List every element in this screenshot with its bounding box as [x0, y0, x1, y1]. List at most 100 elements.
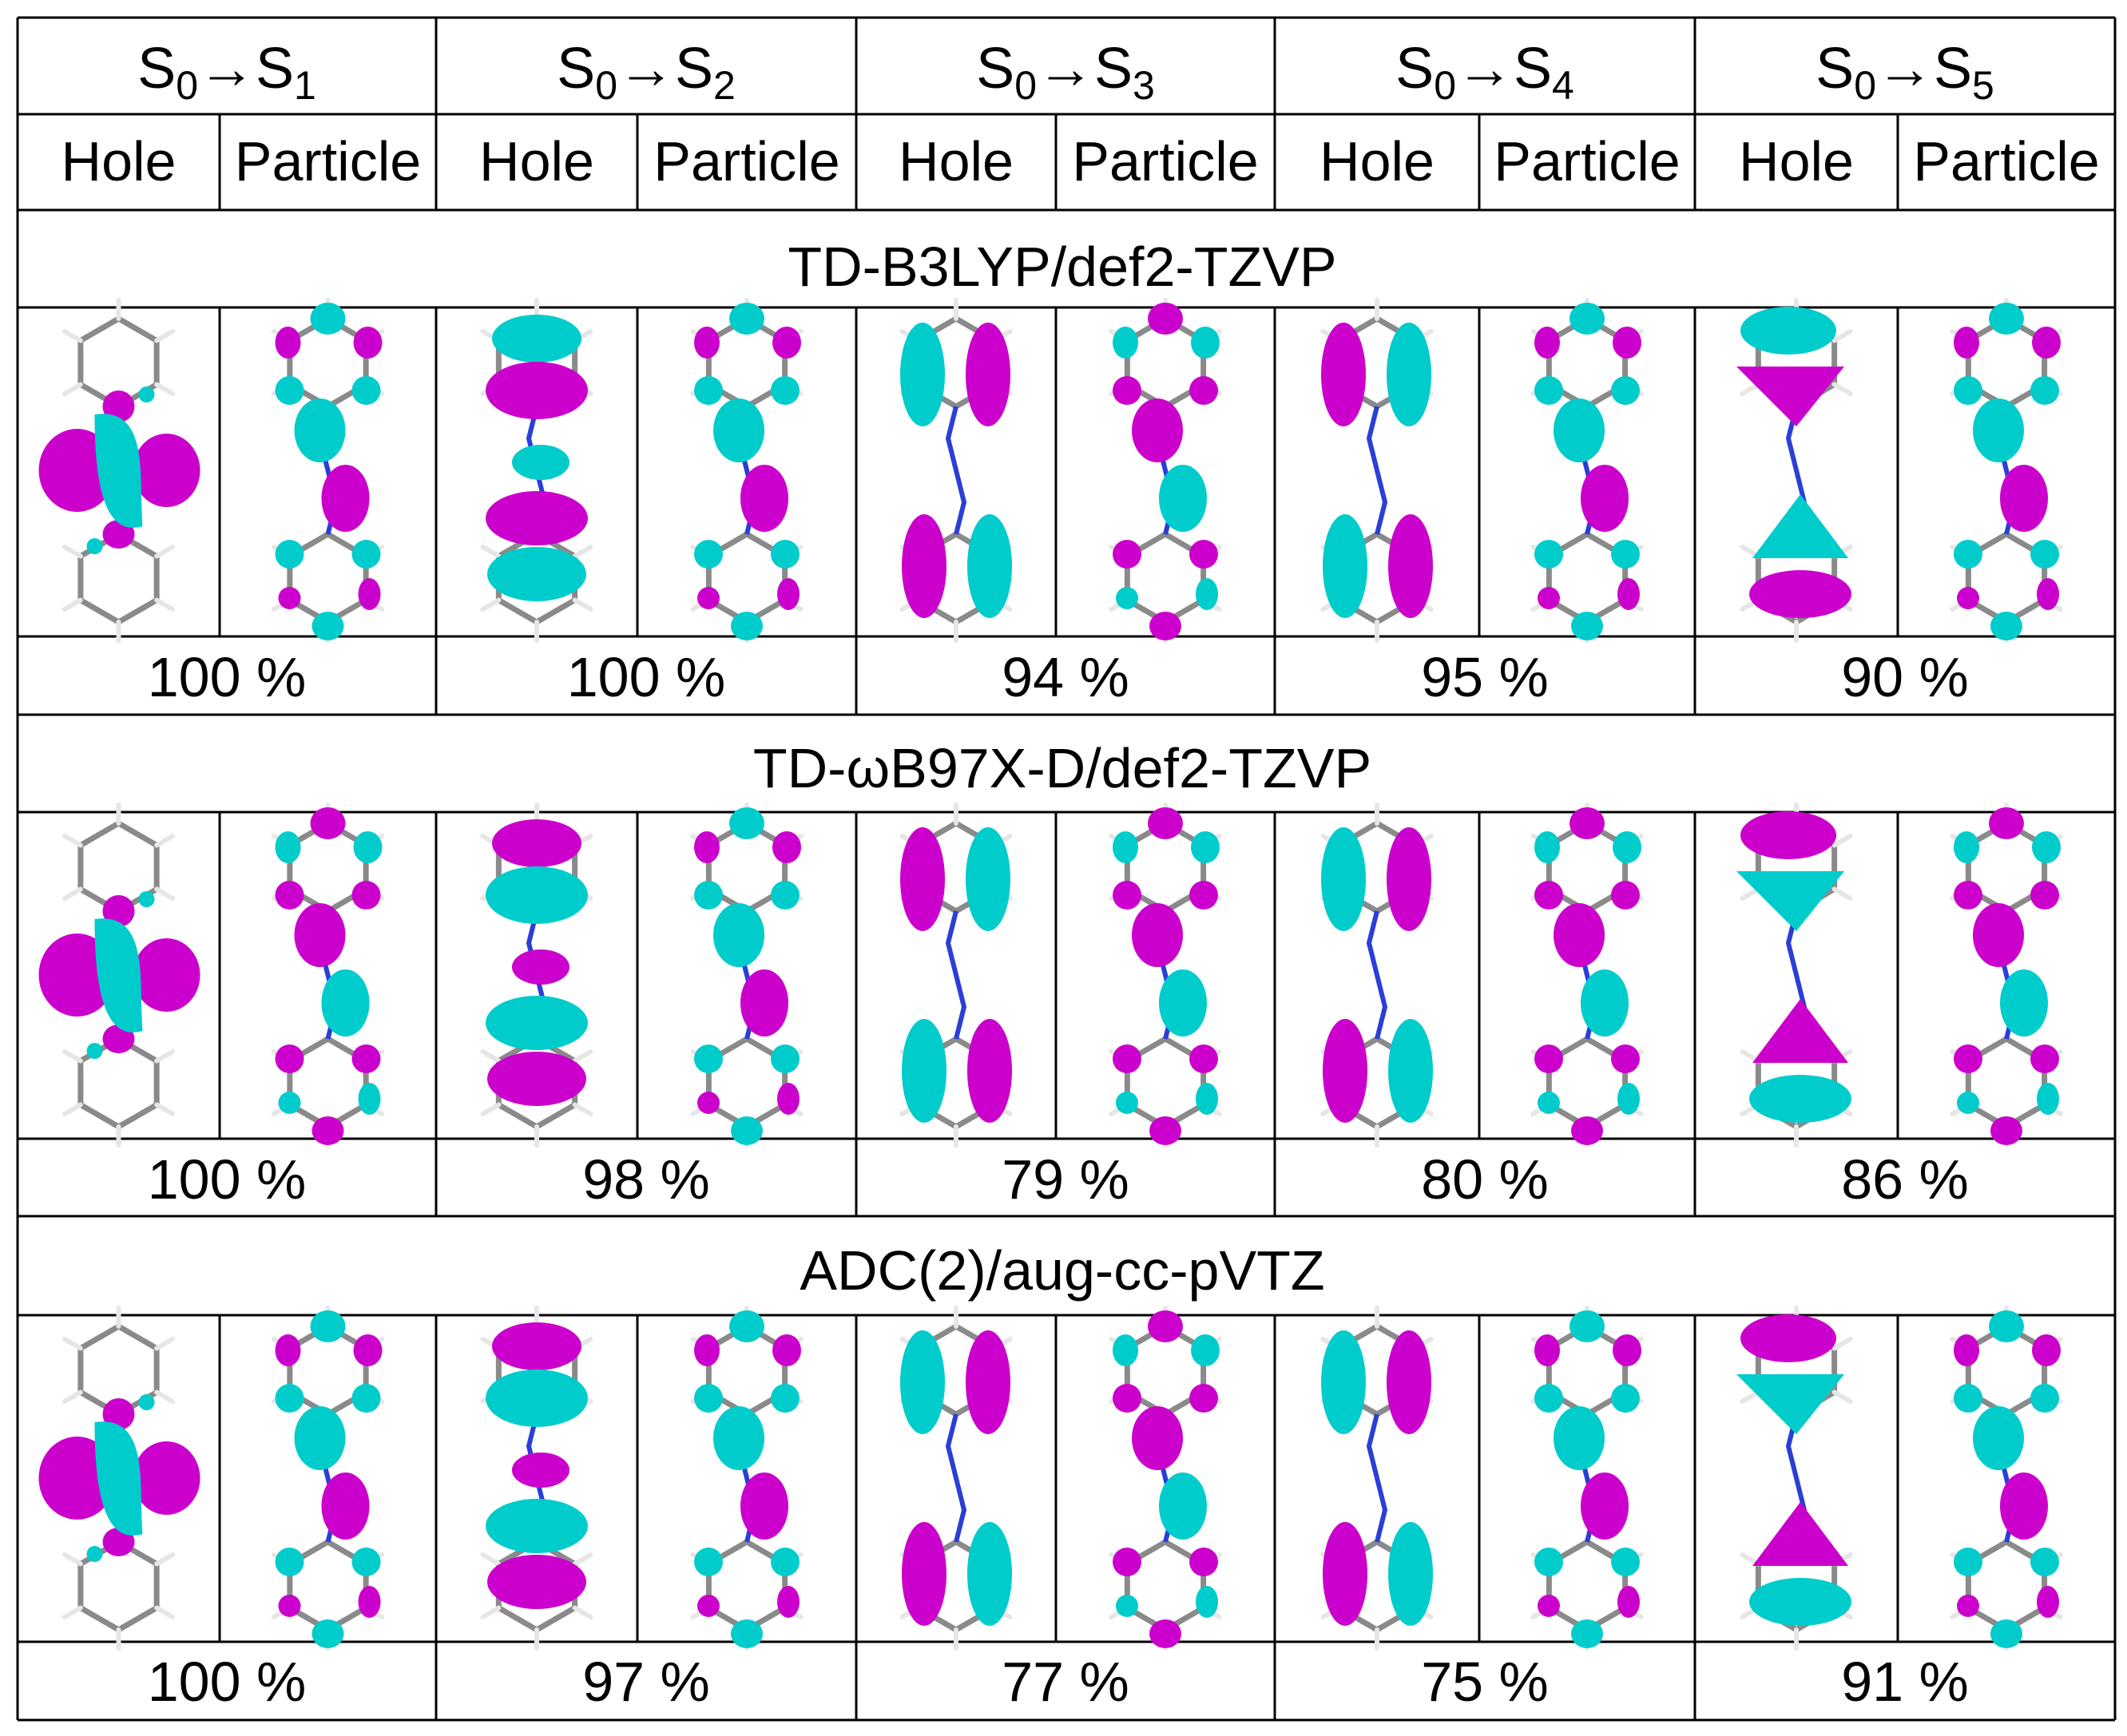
- lobe: [1989, 303, 2024, 335]
- cc-bond: [116, 597, 160, 625]
- lobe: [86, 538, 103, 554]
- lobe: [1148, 1310, 1183, 1342]
- lobe: [512, 949, 569, 985]
- hole-orbital-3-2: [480, 1305, 593, 1651]
- lobe: [1323, 514, 1367, 618]
- ch-bond: [1831, 328, 1853, 343]
- lobe: [492, 819, 581, 867]
- lobe: [1113, 831, 1138, 863]
- hole-orbital-1-4: [1320, 297, 1434, 644]
- cc-bond: [495, 1605, 540, 1633]
- lobe: [1159, 969, 1207, 1036]
- hole-orbital-3-1: [38, 1305, 200, 1651]
- azo-bridge: [1366, 910, 1388, 1040]
- lobe: [729, 807, 764, 839]
- percentage-1-4: 95 %: [1421, 646, 1549, 708]
- ch-bond: [1831, 886, 1853, 902]
- lobe: [358, 578, 381, 610]
- lobe: [321, 969, 370, 1036]
- lobe: [351, 376, 381, 405]
- ch-bond: [62, 328, 83, 343]
- cc-bond: [116, 1102, 160, 1130]
- lobe: [1534, 540, 1563, 569]
- lobe: [86, 1043, 103, 1059]
- cc-bond: [116, 1605, 160, 1633]
- lobe: [2030, 1384, 2059, 1413]
- lobe: [1611, 376, 1640, 405]
- ch-bond: [154, 1336, 176, 1351]
- lobe: [697, 587, 720, 609]
- ch-bond: [154, 886, 176, 902]
- particle-orbital-1-2: [690, 297, 804, 644]
- lobe: [902, 514, 946, 618]
- particle-orbital-2-3: [1109, 802, 1222, 1148]
- lobe: [900, 1330, 945, 1434]
- lobe: [278, 587, 301, 609]
- lobe: [777, 578, 800, 610]
- lobe: [771, 376, 800, 405]
- ch-bond: [1831, 382, 1853, 397]
- lobe: [694, 831, 720, 863]
- hole-orbital-3-5: [1736, 1305, 1853, 1651]
- particle-label-3: Particle: [1072, 130, 1258, 192]
- hole-orbital-3-3: [899, 1305, 1013, 1651]
- lobe: [1113, 1384, 1141, 1413]
- lobe: [1749, 570, 1851, 618]
- lobe: [1957, 587, 1979, 609]
- lobe: [1990, 612, 2022, 640]
- lobe: [1954, 881, 1982, 910]
- lobe: [1973, 1406, 2024, 1470]
- ch-bond: [62, 1102, 83, 1117]
- ch-bond: [62, 833, 83, 848]
- lobe: [353, 1334, 383, 1366]
- lobe: [772, 1334, 801, 1366]
- lobe: [86, 1546, 103, 1562]
- lobe: [486, 1499, 588, 1553]
- particle-orbital-1-3: [1109, 297, 1222, 644]
- lobe: [967, 1522, 1012, 1626]
- lobe: [694, 1044, 723, 1073]
- lobe: [138, 1394, 155, 1410]
- ch-bond: [1740, 1389, 1761, 1405]
- lobe: [772, 327, 801, 359]
- lobe: [1148, 807, 1183, 839]
- lobe: [351, 1548, 381, 1576]
- lobe: [1323, 1019, 1367, 1123]
- cc-bond: [77, 820, 121, 848]
- hole-orbital-1-1: [38, 297, 200, 644]
- lobe: [1973, 398, 2024, 462]
- lobe: [294, 398, 346, 462]
- lobe: [1538, 1092, 1560, 1114]
- lobe: [1189, 540, 1218, 569]
- ch-bond: [1740, 886, 1761, 902]
- cc-bond: [534, 1102, 578, 1130]
- lobe: [1554, 398, 1605, 462]
- lobe: [1196, 1586, 1218, 1618]
- lobe: [1611, 1384, 1640, 1413]
- lobe: [1196, 1083, 1218, 1115]
- lobe: [102, 520, 135, 549]
- lobe: [771, 1044, 800, 1073]
- lobe: [133, 434, 200, 507]
- lobe: [1321, 323, 1366, 426]
- lobe: [1116, 1092, 1138, 1114]
- lobe: [1113, 327, 1138, 359]
- lobe: [1617, 1083, 1640, 1115]
- lobe: [1581, 969, 1629, 1036]
- lobe: [967, 1019, 1012, 1123]
- particle-orbital-3-2: [690, 1305, 804, 1651]
- lobe: [1752, 999, 1848, 1063]
- ch-bond: [572, 1605, 593, 1620]
- lobe: [487, 1555, 586, 1609]
- transition-label-4: S0→S4: [1395, 37, 1574, 108]
- lobe: [1388, 514, 1433, 618]
- ch-bond: [572, 1102, 593, 1117]
- particle-orbital-2-4: [1530, 802, 1644, 1148]
- lobe: [1148, 303, 1183, 335]
- lobe: [94, 918, 143, 1032]
- hole-orbital-3-4: [1320, 1305, 1434, 1651]
- hole-orbital-2-5: [1736, 802, 1853, 1148]
- percentage-3-2: 97 %: [582, 1651, 710, 1713]
- lobe: [1149, 612, 1181, 640]
- particle-label-2: Particle: [653, 130, 839, 192]
